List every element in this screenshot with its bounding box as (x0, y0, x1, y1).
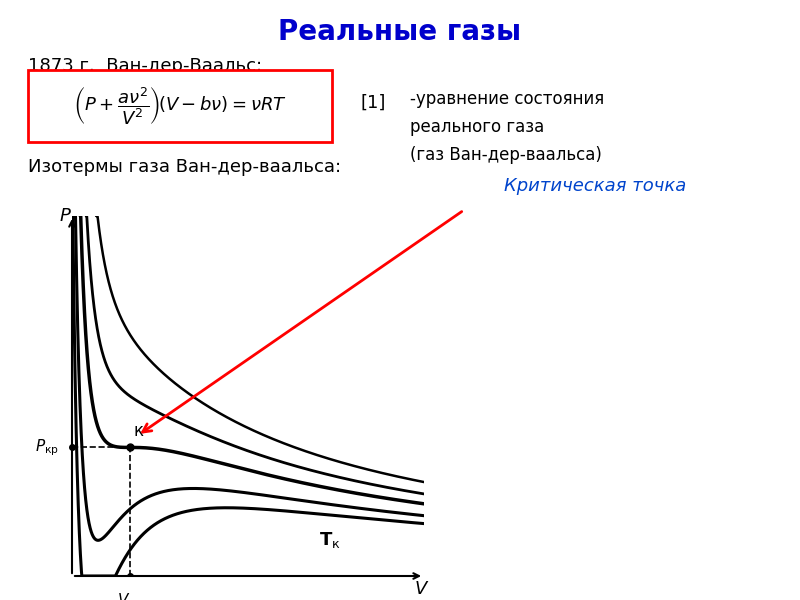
Text: Критическая точка: Критическая точка (504, 177, 686, 195)
Text: $\left(P + \dfrac{a\nu^2}{V^2}\right)\!\left(V - b\nu\right) = \nu RT$: $\left(P + \dfrac{a\nu^2}{V^2}\right)\!\… (73, 85, 287, 127)
Text: [1]: [1] (360, 94, 386, 112)
Text: Изотермы газа Ван-дер-ваальса:: Изотермы газа Ван-дер-ваальса: (28, 158, 341, 176)
Text: 1873 г.  Ван-дер-Ваальс:: 1873 г. Ван-дер-Ваальс: (28, 57, 262, 75)
Text: $V$: $V$ (414, 580, 430, 598)
Text: Реальные газы: Реальные газы (278, 18, 522, 46)
Text: -уравнение состояния
реального газа
(газ Ван-дер-ваальса): -уравнение состояния реального газа (газ… (410, 90, 604, 164)
Text: $P$: $P$ (59, 207, 72, 225)
Bar (28, 70, 332, 142)
Text: $\mathbf{T_{\mathsf{к}}}$: $\mathbf{T_{\mathsf{к}}}$ (319, 530, 341, 550)
Text: $P_{\rm кр}$: $P_{\rm кр}$ (35, 437, 59, 458)
Text: $V_{\rm кр}$: $V_{\rm кр}$ (118, 592, 142, 600)
Text: к: к (134, 422, 144, 440)
